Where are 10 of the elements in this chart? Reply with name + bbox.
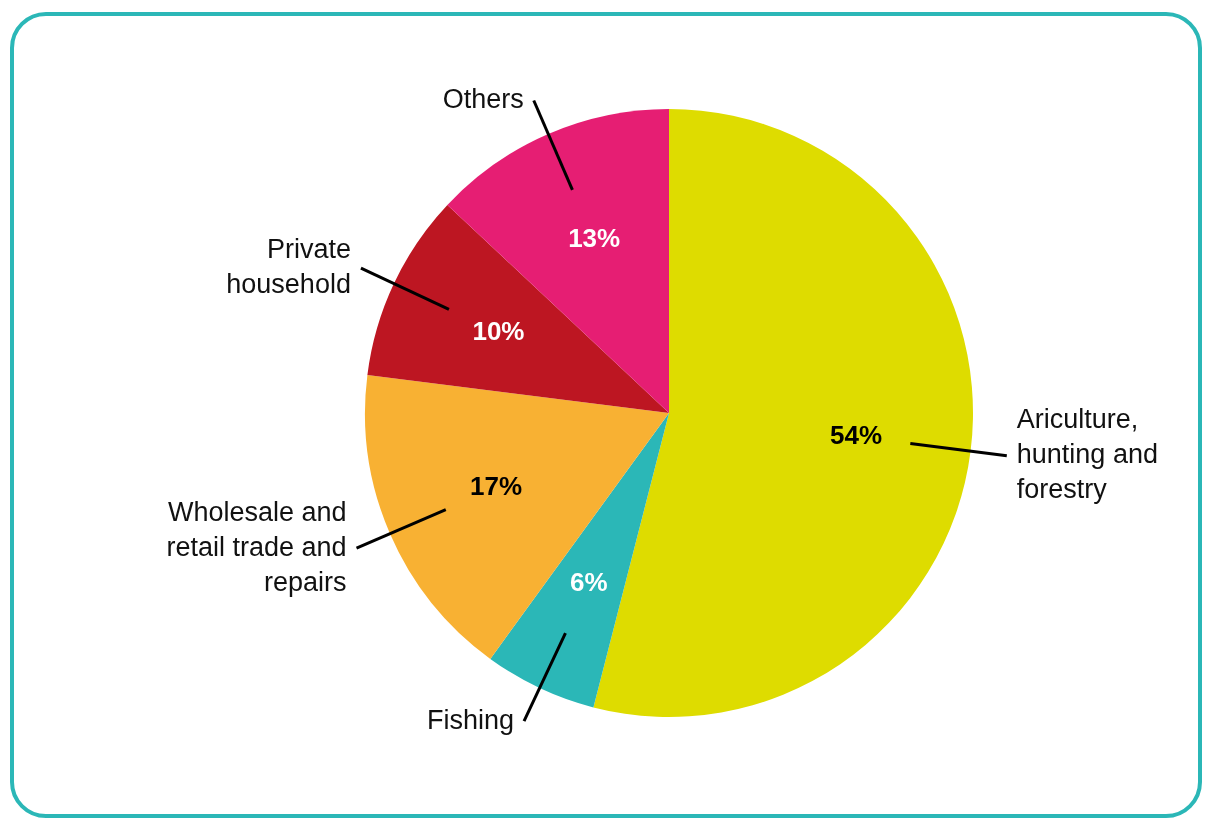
slice-label: Others xyxy=(442,83,524,114)
slice-label: Ariculture, hunting and forestry xyxy=(1016,404,1158,505)
slice-label: Fishing xyxy=(426,704,515,735)
slice-label: Wholesale and retail trade and repairs xyxy=(166,496,347,597)
slice-label: Private household xyxy=(226,233,351,299)
data-label: 10% xyxy=(472,315,525,346)
data-label: 6% xyxy=(569,566,608,597)
data-label: 54% xyxy=(829,419,883,450)
data-label: 13% xyxy=(568,223,621,254)
data-label: 17% xyxy=(470,471,523,502)
